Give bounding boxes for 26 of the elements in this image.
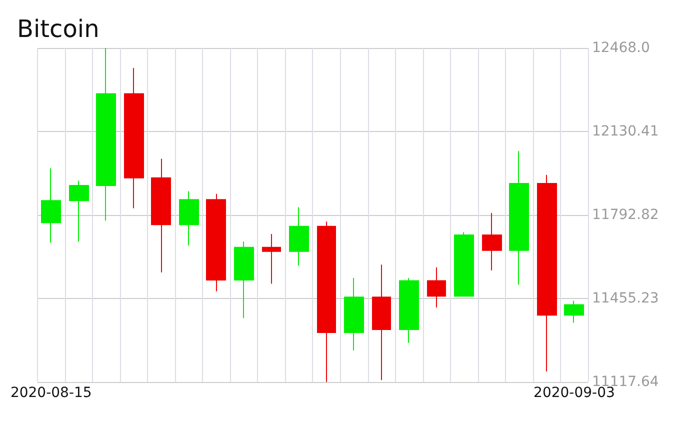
y-tick-label: 12130.41 [592, 124, 659, 140]
chart-title: Bitcoin [17, 15, 100, 43]
candlestick [96, 48, 116, 222]
candlestick [482, 212, 502, 271]
x-tick-label: 2020-08-15 [10, 385, 92, 401]
candlestick [454, 232, 474, 297]
candlestick [317, 221, 336, 382]
candlestick [509, 150, 529, 286]
candlestick [399, 278, 419, 344]
candlestick [344, 278, 364, 351]
y-tick-label: 12468.0 [592, 40, 650, 56]
candlestick [262, 234, 281, 284]
candlestick [427, 266, 446, 308]
candlestick [537, 174, 557, 372]
candlestick [41, 168, 61, 244]
candlestick [69, 180, 89, 242]
y-tick-label: 11455.23 [592, 290, 659, 306]
candlestick [206, 193, 226, 292]
candlestick [179, 190, 199, 246]
candlestick [564, 300, 584, 324]
candlestick [124, 68, 144, 209]
candlestick [372, 264, 391, 381]
y-tick-label: 11792.82 [592, 207, 659, 223]
candlestick [234, 241, 254, 319]
candlestick [151, 158, 171, 273]
candlestick [289, 206, 309, 266]
